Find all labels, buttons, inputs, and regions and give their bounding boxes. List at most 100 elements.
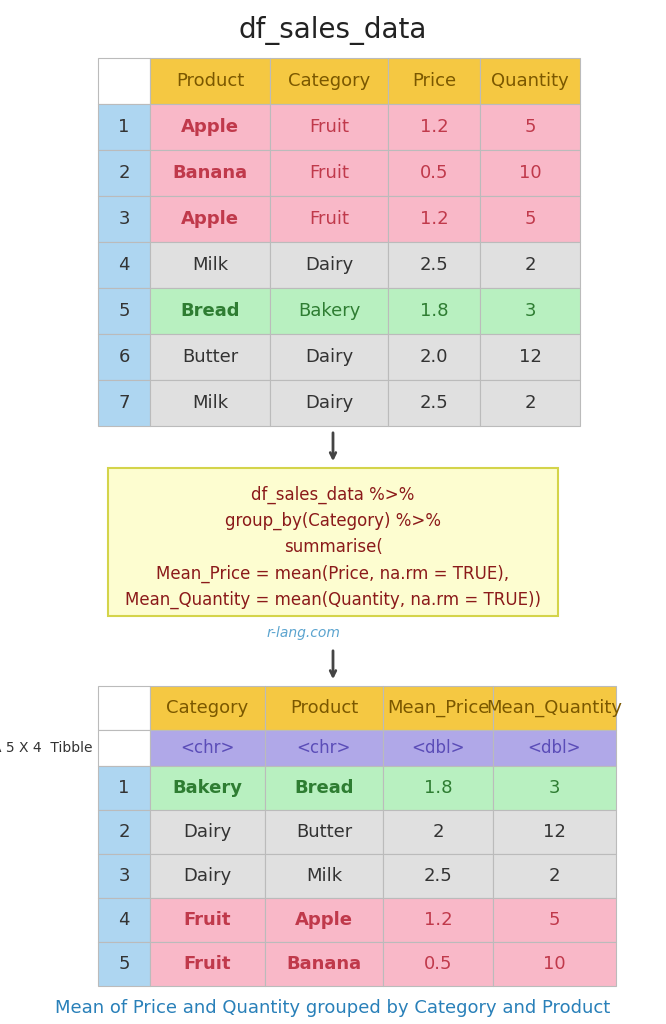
Bar xyxy=(388,58,480,104)
Bar xyxy=(270,104,388,150)
Text: <dbl>: <dbl> xyxy=(527,739,581,757)
Text: df_sales_data: df_sales_data xyxy=(239,16,427,45)
Bar xyxy=(388,242,480,288)
Text: 1.2: 1.2 xyxy=(420,118,448,136)
Bar xyxy=(98,242,150,288)
Text: Mean_Price = mean(Price, na.rm = TRUE),: Mean_Price = mean(Price, na.rm = TRUE), xyxy=(157,564,509,583)
Text: <dbl>: <dbl> xyxy=(411,739,465,757)
Bar xyxy=(383,766,493,810)
Bar xyxy=(150,766,265,810)
Bar xyxy=(98,730,150,766)
Bar xyxy=(150,380,270,426)
Bar xyxy=(265,942,383,986)
Text: Bread: Bread xyxy=(294,779,354,797)
Text: group_by(Category) %>%: group_by(Category) %>% xyxy=(225,512,441,530)
Bar xyxy=(98,942,150,986)
Text: Fruit: Fruit xyxy=(309,118,349,136)
Text: 2.0: 2.0 xyxy=(420,348,448,366)
Text: Fruit: Fruit xyxy=(184,911,231,929)
Bar xyxy=(265,766,383,810)
Text: 2: 2 xyxy=(524,256,535,274)
Bar xyxy=(108,468,558,616)
Bar xyxy=(150,334,270,380)
Text: 6: 6 xyxy=(119,348,130,366)
Text: Apple: Apple xyxy=(181,210,239,228)
Bar xyxy=(98,288,150,334)
Bar xyxy=(383,686,493,730)
Text: 1: 1 xyxy=(119,118,130,136)
Text: 1.2: 1.2 xyxy=(420,210,448,228)
Bar xyxy=(265,730,383,766)
Bar xyxy=(270,242,388,288)
Text: 4: 4 xyxy=(119,911,130,929)
Bar xyxy=(150,810,265,854)
Text: 5: 5 xyxy=(119,302,130,319)
Text: Bakery: Bakery xyxy=(172,779,242,797)
Bar xyxy=(150,242,270,288)
Bar xyxy=(270,334,388,380)
Text: Apple: Apple xyxy=(295,911,353,929)
Bar xyxy=(270,380,388,426)
Bar xyxy=(383,898,493,942)
Text: Dairy: Dairy xyxy=(305,394,353,412)
Text: 5: 5 xyxy=(549,911,560,929)
Text: Mean_Quantity: Mean_Quantity xyxy=(486,698,623,717)
Text: Banana: Banana xyxy=(286,955,362,973)
Text: Product: Product xyxy=(290,699,358,717)
Text: 1: 1 xyxy=(119,779,130,797)
Bar xyxy=(265,686,383,730)
Bar xyxy=(150,854,265,898)
Text: 2: 2 xyxy=(119,823,130,841)
Text: 0.5: 0.5 xyxy=(424,955,452,973)
Text: A 5 X 4  Tibble: A 5 X 4 Tibble xyxy=(0,741,92,755)
Bar xyxy=(98,766,150,810)
Bar xyxy=(150,150,270,196)
Text: <chr>: <chr> xyxy=(297,739,351,757)
Text: Dairy: Dairy xyxy=(305,256,353,274)
Bar xyxy=(383,854,493,898)
Text: <chr>: <chr> xyxy=(180,739,234,757)
Bar xyxy=(150,942,265,986)
Bar xyxy=(388,380,480,426)
Bar xyxy=(150,104,270,150)
Text: 12: 12 xyxy=(543,823,566,841)
Text: 2: 2 xyxy=(549,867,560,885)
Text: 5: 5 xyxy=(119,955,130,973)
Bar xyxy=(480,242,580,288)
Bar xyxy=(388,288,480,334)
Text: Fruit: Fruit xyxy=(184,955,231,973)
Bar xyxy=(493,898,616,942)
Text: Dairy: Dairy xyxy=(183,867,232,885)
Bar xyxy=(265,810,383,854)
Bar xyxy=(383,810,493,854)
Text: Category: Category xyxy=(166,699,248,717)
Text: summarise(: summarise( xyxy=(284,539,382,556)
Bar xyxy=(270,58,388,104)
Bar xyxy=(493,730,616,766)
Text: 10: 10 xyxy=(519,164,541,182)
Bar xyxy=(480,150,580,196)
Bar xyxy=(493,686,616,730)
Bar xyxy=(150,730,265,766)
Bar xyxy=(493,766,616,810)
Bar xyxy=(265,854,383,898)
Bar xyxy=(383,730,493,766)
Bar xyxy=(270,288,388,334)
Text: Fruit: Fruit xyxy=(309,164,349,182)
Text: 1.8: 1.8 xyxy=(420,302,448,319)
Bar xyxy=(493,942,616,986)
Bar xyxy=(480,58,580,104)
Text: df_sales_data %>%: df_sales_data %>% xyxy=(251,485,415,504)
Text: Milk: Milk xyxy=(306,867,342,885)
Bar xyxy=(98,104,150,150)
Text: 2.5: 2.5 xyxy=(420,256,448,274)
Text: 5: 5 xyxy=(524,210,535,228)
Text: 7: 7 xyxy=(119,394,130,412)
Text: Butter: Butter xyxy=(182,348,238,366)
Bar xyxy=(98,854,150,898)
Text: r-lang.com: r-lang.com xyxy=(266,626,340,640)
Text: 3: 3 xyxy=(524,302,535,319)
Text: 2.5: 2.5 xyxy=(424,867,452,885)
Bar xyxy=(150,58,270,104)
Text: Mean of Price and Quantity grouped by Category and Product: Mean of Price and Quantity grouped by Ca… xyxy=(55,999,611,1017)
